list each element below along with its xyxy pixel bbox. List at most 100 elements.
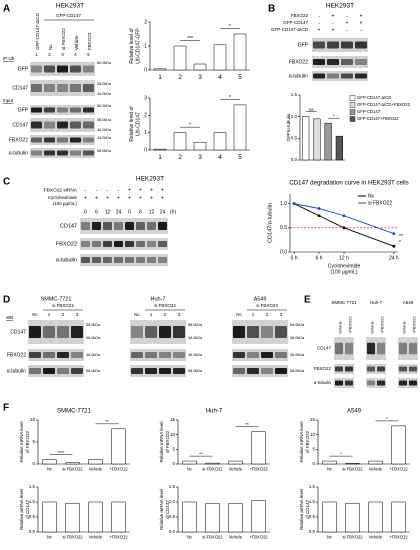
blot-strip bbox=[28, 365, 84, 377]
x-tick-label: Vehicle bbox=[229, 466, 243, 471]
y-tick-label: 5 bbox=[32, 439, 35, 444]
blot-band bbox=[345, 380, 353, 386]
y-tick-label: 0 bbox=[144, 147, 147, 153]
blot-band bbox=[125, 241, 134, 247]
row-label: FBXO22 bbox=[56, 241, 77, 247]
blot-band bbox=[341, 73, 353, 79]
blot-band bbox=[57, 150, 68, 156]
chart-title: A549 bbox=[347, 409, 362, 415]
y-tick-label: 1.0 bbox=[309, 499, 316, 504]
y-axis-label: Relative mRNA level bbox=[299, 421, 304, 462]
x-tick-label: Vehicle bbox=[229, 534, 243, 539]
panel-label: B bbox=[268, 4, 275, 15]
mw-label: 58.0kDa bbox=[97, 82, 112, 86]
chart-title: CD147 degradation curve in HEK293T cells bbox=[289, 180, 409, 187]
condition-sign: + bbox=[332, 13, 335, 19]
bar bbox=[228, 460, 243, 465]
condition-sign: - bbox=[332, 20, 334, 26]
condition-sign: + bbox=[128, 195, 131, 201]
condition-label: FBXO22 bbox=[291, 13, 309, 18]
cell-line: SMMC-7721 bbox=[41, 296, 72, 302]
blot-band bbox=[92, 241, 101, 247]
mw-label: 46.0kDa bbox=[97, 92, 112, 96]
row-label: CD147 bbox=[317, 346, 332, 351]
time-label: 24 bbox=[160, 209, 166, 215]
x-tick-label: Vehicle bbox=[89, 534, 103, 539]
x-tick-label: 1 bbox=[158, 154, 162, 161]
blot-band bbox=[409, 342, 417, 355]
blot-strip bbox=[30, 80, 95, 96]
blot-band bbox=[83, 107, 94, 113]
mw-label: 58.0kDa bbox=[86, 369, 101, 373]
blot-band bbox=[131, 326, 143, 338]
lane-label: Nc bbox=[236, 312, 242, 317]
y-axis-label: of FBXO22 bbox=[305, 430, 310, 453]
y-axis-label: of FBXO22 bbox=[25, 430, 30, 453]
blot-band bbox=[70, 84, 81, 92]
y-tick-label: 1.5 bbox=[291, 92, 298, 97]
blot-band bbox=[125, 222, 134, 230]
condition-sign: + bbox=[117, 195, 120, 201]
group-label: si FBXO22 bbox=[52, 303, 74, 308]
y-tick-label: 10 bbox=[170, 432, 176, 437]
blot-band bbox=[29, 326, 41, 338]
mw-label: 46.0kDa bbox=[86, 353, 101, 357]
significance: ** bbox=[199, 451, 203, 456]
lane-label: GFP-CD147-ΔICD bbox=[35, 12, 40, 50]
blot-band bbox=[159, 352, 171, 358]
group-label: GFP-CD147 bbox=[56, 13, 81, 18]
blot-band bbox=[57, 121, 68, 129]
row-label: CD147 bbox=[12, 122, 28, 128]
x-tick-label: Vehicle bbox=[369, 534, 383, 539]
blot-strip bbox=[398, 378, 418, 388]
blot-band bbox=[81, 257, 90, 263]
condition-sign: - bbox=[96, 187, 98, 193]
x-tick-label: +FBXO22 bbox=[249, 466, 268, 471]
blot-band bbox=[399, 380, 407, 386]
blot-band bbox=[83, 137, 94, 143]
row-label: α-tubulin bbox=[289, 73, 309, 79]
blot-band bbox=[83, 65, 94, 73]
x-tick-label: +FBXO22 bbox=[249, 534, 268, 539]
mw-label: 58.0kDa bbox=[188, 323, 203, 327]
condition-sign: + bbox=[318, 27, 321, 33]
blot-band bbox=[70, 65, 81, 73]
bar bbox=[205, 462, 220, 465]
condition-sign: + bbox=[84, 195, 87, 201]
x-axis-label: (100 μg/mL) bbox=[330, 269, 357, 275]
y-tick-label: 0.5 bbox=[29, 514, 36, 519]
y-axis-label: Relative level of bbox=[129, 28, 135, 64]
mw-label: 46.0kDa bbox=[188, 336, 203, 340]
blot-strip bbox=[130, 365, 186, 377]
blot-band bbox=[355, 73, 367, 79]
blot-strip bbox=[334, 364, 354, 374]
significance: ** bbox=[105, 419, 109, 424]
y-axis-label: GFP/α-tubulin bbox=[286, 113, 291, 141]
blot-band bbox=[335, 380, 343, 386]
legend-label: si FBXO22 bbox=[368, 200, 392, 206]
cell-line: A549 bbox=[403, 300, 414, 305]
blot-band bbox=[261, 326, 273, 338]
blot-band bbox=[159, 326, 171, 338]
blot-band bbox=[147, 241, 156, 247]
y-tick-label: 1.0 bbox=[280, 201, 287, 207]
panel-label: C bbox=[3, 177, 10, 188]
blot-strip bbox=[232, 349, 288, 361]
blot-band bbox=[409, 380, 417, 386]
y-tick-label: 2 bbox=[144, 113, 147, 119]
blot-band bbox=[261, 352, 273, 358]
legend-label: Nc bbox=[368, 193, 375, 199]
row-label: CD147 bbox=[10, 329, 26, 335]
bar bbox=[213, 132, 227, 151]
bar bbox=[88, 501, 103, 533]
condition-sign: - bbox=[346, 13, 348, 19]
blot-band bbox=[57, 137, 68, 143]
significance: ** bbox=[399, 234, 403, 240]
y-tick-label: 10 bbox=[30, 417, 36, 422]
blot-band bbox=[327, 73, 339, 79]
blot-band bbox=[92, 222, 101, 230]
legend-swatch bbox=[349, 95, 356, 101]
blot-band bbox=[147, 257, 156, 263]
condition-sign: + bbox=[161, 195, 164, 201]
blot-band bbox=[399, 342, 407, 355]
